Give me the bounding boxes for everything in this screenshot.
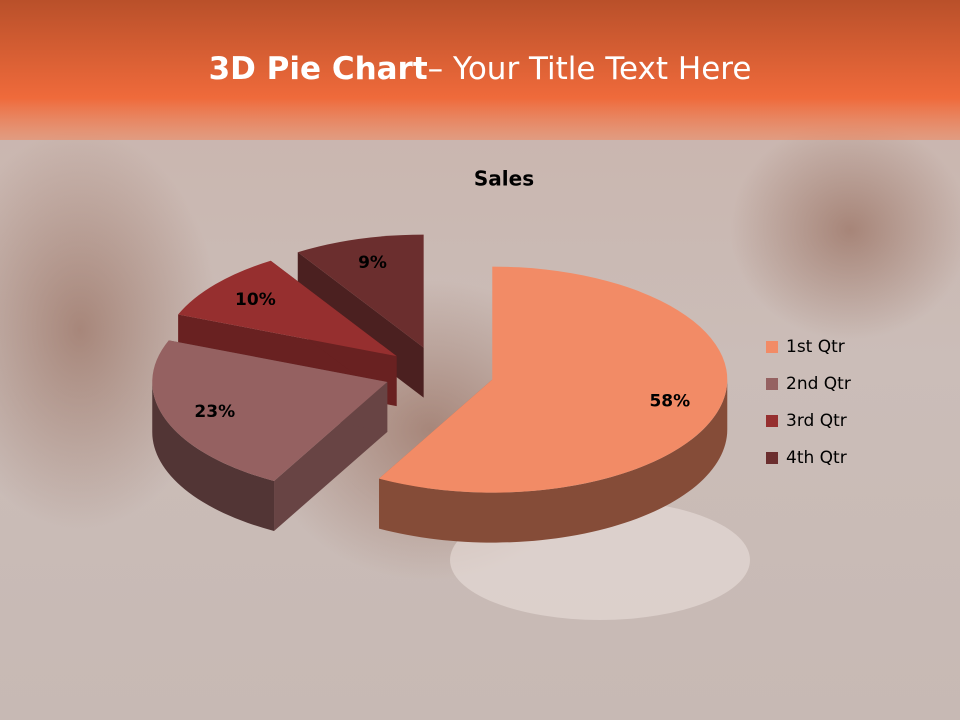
- legend-swatch: [766, 415, 778, 427]
- legend-label: 4th Qtr: [786, 448, 847, 468]
- legend-label: 1st Qtr: [786, 337, 845, 357]
- data-label: 58%: [649, 391, 690, 411]
- legend-swatch: [766, 452, 778, 464]
- chart-title: Sales: [474, 167, 534, 191]
- slice: [379, 266, 728, 493]
- slice-side: [379, 379, 728, 543]
- data-label: 10%: [235, 290, 276, 310]
- data-label: 9%: [358, 253, 387, 273]
- legend: 1st Qtr 2nd Qtr 3rd Qtr 4th Qtr: [766, 337, 851, 468]
- slide-title-bold: 3D Pie Chart: [209, 51, 428, 87]
- slice: [178, 260, 397, 357]
- legend-label: 3rd Qtr: [786, 411, 847, 431]
- legend-label: 2nd Qtr: [786, 374, 851, 394]
- title-band: [0, 0, 960, 140]
- data-label: 23%: [194, 402, 235, 422]
- pie: 9% 10% 58% 23%: [152, 234, 728, 543]
- slide-title: 3D Pie Chart– Your Title Text Here: [209, 51, 752, 87]
- legend-swatch: [766, 341, 778, 353]
- slice: [297, 234, 424, 348]
- slice-side: [152, 381, 275, 531]
- background-blur: [730, 120, 960, 340]
- legend-swatch: [766, 378, 778, 390]
- slide-title-rest: – Your Title Text Here: [428, 51, 752, 87]
- slice: [152, 340, 388, 481]
